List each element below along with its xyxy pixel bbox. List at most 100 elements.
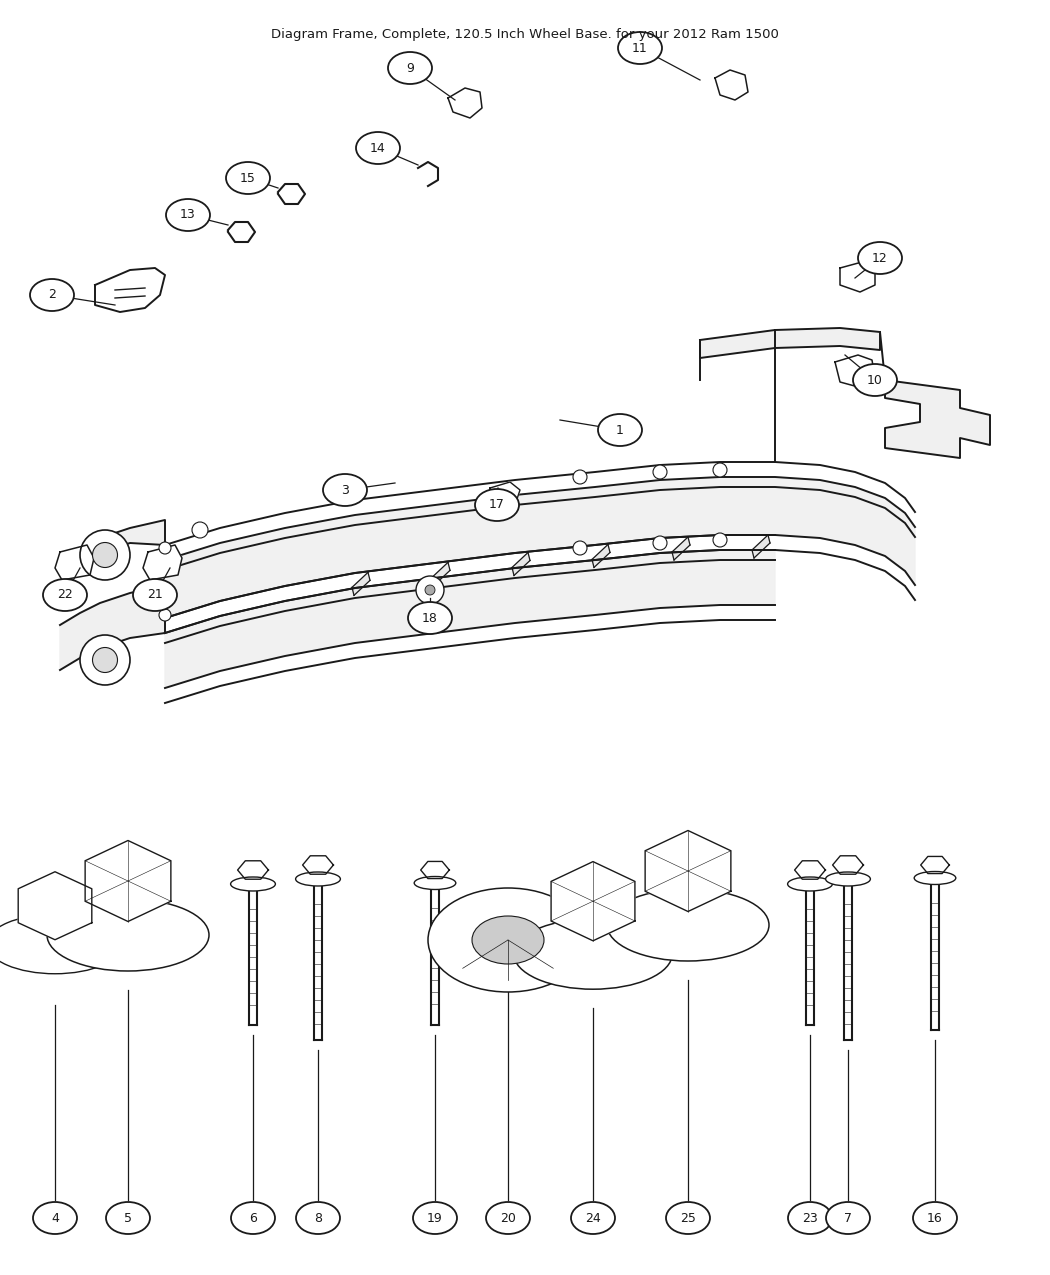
Polygon shape bbox=[795, 861, 825, 880]
Ellipse shape bbox=[166, 199, 210, 231]
Text: 6: 6 bbox=[249, 1211, 257, 1224]
Text: 3: 3 bbox=[341, 483, 349, 496]
Ellipse shape bbox=[296, 872, 340, 886]
Ellipse shape bbox=[231, 877, 275, 891]
Ellipse shape bbox=[226, 162, 270, 194]
Text: Diagram Frame, Complete, 120.5 Inch Wheel Base. for your 2012 Ram 1500: Diagram Frame, Complete, 120.5 Inch Whee… bbox=[271, 28, 779, 41]
Text: 21: 21 bbox=[147, 589, 163, 602]
Ellipse shape bbox=[47, 899, 209, 972]
Polygon shape bbox=[833, 856, 863, 875]
Ellipse shape bbox=[788, 1202, 832, 1234]
Polygon shape bbox=[94, 268, 165, 312]
Text: 2: 2 bbox=[48, 288, 56, 301]
Circle shape bbox=[92, 542, 118, 567]
Polygon shape bbox=[488, 482, 520, 507]
Ellipse shape bbox=[428, 887, 588, 992]
Polygon shape bbox=[143, 544, 182, 580]
Ellipse shape bbox=[388, 52, 432, 84]
Text: 14: 14 bbox=[370, 142, 386, 154]
Polygon shape bbox=[592, 544, 610, 567]
Ellipse shape bbox=[571, 1202, 615, 1234]
Polygon shape bbox=[352, 572, 370, 595]
Ellipse shape bbox=[598, 414, 642, 446]
Circle shape bbox=[159, 542, 171, 555]
Polygon shape bbox=[645, 830, 731, 912]
Circle shape bbox=[192, 521, 208, 538]
Ellipse shape bbox=[915, 872, 956, 885]
Circle shape bbox=[653, 465, 667, 479]
Circle shape bbox=[159, 609, 171, 621]
Text: 5: 5 bbox=[124, 1211, 132, 1224]
Ellipse shape bbox=[914, 1202, 957, 1234]
Text: 25: 25 bbox=[680, 1211, 696, 1224]
Ellipse shape bbox=[666, 1202, 710, 1234]
Ellipse shape bbox=[618, 32, 662, 64]
Ellipse shape bbox=[414, 876, 456, 890]
Polygon shape bbox=[551, 862, 635, 941]
Text: 16: 16 bbox=[927, 1211, 943, 1224]
Text: 15: 15 bbox=[240, 172, 256, 185]
Polygon shape bbox=[672, 537, 690, 560]
Ellipse shape bbox=[607, 889, 769, 961]
Circle shape bbox=[573, 470, 587, 484]
Text: 1: 1 bbox=[616, 423, 624, 436]
Text: 20: 20 bbox=[500, 1211, 516, 1224]
Ellipse shape bbox=[826, 1202, 870, 1234]
Polygon shape bbox=[715, 70, 748, 99]
Polygon shape bbox=[835, 354, 875, 388]
Text: 7: 7 bbox=[844, 1211, 852, 1224]
Text: 24: 24 bbox=[585, 1211, 601, 1224]
Circle shape bbox=[653, 536, 667, 550]
Ellipse shape bbox=[825, 872, 870, 886]
Ellipse shape bbox=[472, 915, 544, 964]
Ellipse shape bbox=[486, 1202, 530, 1234]
Ellipse shape bbox=[788, 877, 833, 891]
Text: 13: 13 bbox=[181, 209, 196, 222]
Polygon shape bbox=[165, 477, 915, 618]
Ellipse shape bbox=[356, 133, 400, 164]
Ellipse shape bbox=[296, 1202, 340, 1234]
Ellipse shape bbox=[408, 602, 452, 634]
Text: 18: 18 bbox=[422, 612, 438, 625]
Polygon shape bbox=[60, 585, 165, 669]
Ellipse shape bbox=[853, 363, 897, 397]
Ellipse shape bbox=[43, 579, 87, 611]
Circle shape bbox=[416, 576, 444, 604]
Text: 11: 11 bbox=[632, 42, 648, 55]
Polygon shape bbox=[752, 536, 770, 558]
Text: 9: 9 bbox=[406, 61, 414, 74]
Circle shape bbox=[92, 648, 118, 672]
Text: 19: 19 bbox=[427, 1211, 443, 1224]
Polygon shape bbox=[237, 861, 269, 880]
Polygon shape bbox=[700, 328, 880, 358]
Ellipse shape bbox=[858, 242, 902, 274]
Circle shape bbox=[80, 635, 130, 685]
Ellipse shape bbox=[33, 1202, 77, 1234]
Polygon shape bbox=[885, 380, 990, 458]
Polygon shape bbox=[421, 862, 449, 878]
Circle shape bbox=[80, 530, 130, 580]
Text: 23: 23 bbox=[802, 1211, 818, 1224]
Polygon shape bbox=[18, 872, 91, 940]
Ellipse shape bbox=[513, 919, 672, 989]
Circle shape bbox=[713, 463, 727, 477]
Text: 22: 22 bbox=[57, 589, 72, 602]
Ellipse shape bbox=[231, 1202, 275, 1234]
Text: 4: 4 bbox=[51, 1211, 59, 1224]
Polygon shape bbox=[55, 544, 94, 580]
Polygon shape bbox=[165, 550, 775, 688]
Ellipse shape bbox=[30, 279, 74, 311]
Circle shape bbox=[425, 585, 435, 595]
Polygon shape bbox=[840, 261, 875, 292]
Polygon shape bbox=[448, 88, 482, 119]
Ellipse shape bbox=[0, 914, 123, 974]
Polygon shape bbox=[85, 840, 171, 922]
Text: 10: 10 bbox=[867, 374, 883, 386]
Text: 8: 8 bbox=[314, 1211, 322, 1224]
Polygon shape bbox=[921, 857, 949, 873]
Polygon shape bbox=[60, 520, 165, 575]
Ellipse shape bbox=[413, 1202, 457, 1234]
Ellipse shape bbox=[475, 490, 519, 521]
Circle shape bbox=[713, 533, 727, 547]
Polygon shape bbox=[302, 856, 334, 875]
